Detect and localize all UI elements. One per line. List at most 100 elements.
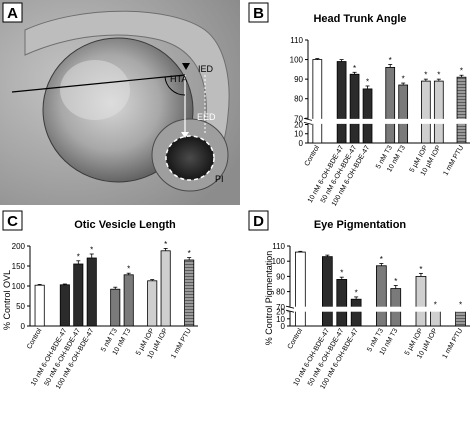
significance-marker: * — [340, 269, 343, 278]
y-tick-label: 70 — [294, 114, 303, 123]
bar — [336, 279, 348, 327]
y-tick-label: 200 — [12, 242, 26, 251]
y-tick-label: 80 — [276, 288, 285, 297]
panel-c-letter-box — [2, 210, 23, 231]
y-tick-label: 0 — [299, 139, 304, 148]
significance-marker: * — [355, 288, 358, 297]
significance-marker: * — [77, 252, 80, 261]
significance-marker: * — [90, 246, 93, 255]
bar — [312, 59, 323, 144]
significance-marker: * — [460, 67, 463, 76]
label-hta: HTA — [170, 74, 187, 84]
axis-break-mark — [285, 305, 295, 309]
bar — [86, 257, 97, 327]
y-tick-label: 150 — [12, 262, 26, 271]
y-tick-label: 10 — [276, 315, 285, 324]
significance-marker: * — [437, 71, 440, 80]
bar — [123, 274, 134, 327]
y-tick-label: 100 — [290, 56, 304, 65]
axis-break-gap — [286, 306, 474, 312]
bar — [385, 66, 396, 144]
panel-a: A HTA IED EED PI — [0, 0, 240, 205]
y-tick-label: 90 — [276, 272, 285, 281]
x-tick-label: Control — [304, 144, 322, 167]
bar — [349, 73, 360, 144]
significance-marker: * — [459, 301, 462, 310]
bar — [456, 76, 467, 144]
bar — [429, 308, 441, 327]
bar — [59, 284, 70, 327]
bar — [110, 288, 121, 327]
panel-c: C Otic Vesicle Length % Control OVL 0 50 1… — [2, 210, 198, 391]
significance-marker: * — [419, 265, 422, 274]
y-tick-label: 90 — [294, 75, 303, 84]
label-pi: PI — [215, 174, 224, 184]
chart-c-ylabel: % Control OVL — [2, 270, 12, 330]
y-tick-label: 110 — [272, 242, 285, 251]
panel-a-letter: A — [7, 5, 18, 22]
panel-a-letter-box — [2, 2, 23, 23]
significance-marker: * — [424, 71, 427, 80]
significance-marker: * — [389, 56, 392, 65]
x-tick-label: Control — [287, 327, 305, 350]
bar — [73, 263, 84, 327]
y-tick-label: 70 — [276, 303, 285, 312]
significance-marker: * — [380, 255, 383, 264]
bar — [455, 308, 466, 327]
significance-marker: * — [353, 64, 356, 73]
bar — [34, 284, 45, 327]
panel-d-letter: D — [253, 213, 264, 230]
chart-b-title: Head Trunk Angle — [313, 13, 406, 25]
label-eed: EED — [197, 112, 216, 122]
y-tick-label: 100 — [272, 257, 286, 266]
x-tick-label: 1 mM PTU — [170, 328, 193, 360]
x-tick-label: Control — [26, 327, 44, 350]
y-tick-label: 100 — [12, 282, 26, 291]
y-tick-label: 20 — [276, 308, 285, 317]
label-ied: IED — [198, 64, 214, 74]
bar — [147, 280, 158, 327]
significance-marker: * — [394, 277, 397, 286]
bar — [184, 259, 195, 327]
panel-d-letter-box — [248, 210, 269, 231]
y-tick-label: 50 — [16, 302, 25, 311]
significance-marker: * — [188, 249, 191, 258]
bar — [350, 298, 362, 327]
bar — [420, 80, 431, 144]
x-tick-label: 1 mM PTU — [442, 145, 465, 177]
hta-line-1 — [11, 74, 186, 93]
y-tick-label: 110 — [290, 36, 303, 45]
yolk-highlight — [60, 60, 130, 120]
hta-arc — [164, 76, 186, 96]
y-tick-label: 10 — [294, 130, 303, 139]
bar — [375, 265, 387, 327]
panel-b-letter-box — [248, 2, 269, 23]
bar — [433, 80, 444, 144]
panel-b-letter: B — [253, 5, 264, 22]
bar — [398, 84, 409, 144]
bar — [336, 61, 347, 144]
arrowhead-eed — [181, 132, 189, 138]
bar — [160, 250, 171, 327]
axis-break-gap — [304, 118, 474, 124]
y-tick-label: 80 — [294, 95, 303, 104]
significance-marker: * — [366, 77, 369, 86]
chart-d-ylabel: % Control Pigmentation — [264, 251, 274, 346]
significance-marker: * — [164, 240, 167, 249]
x-tick-label: 1 mM PTU — [441, 328, 464, 360]
panel-d: D Eye Pigmentation % Control Pigmentatio… — [248, 210, 474, 391]
axis-break-mark — [303, 117, 313, 121]
panel-c-letter: C — [7, 213, 18, 230]
y-tick-label: 0 — [21, 322, 26, 331]
bar — [362, 88, 373, 144]
eye — [165, 135, 215, 181]
y-tick-label: 20 — [294, 120, 303, 129]
significance-marker: * — [127, 265, 130, 274]
bar — [321, 256, 333, 327]
chart-d-title: Eye Pigmentation — [314, 219, 407, 231]
significance-marker: * — [402, 75, 405, 84]
bar — [294, 251, 306, 327]
